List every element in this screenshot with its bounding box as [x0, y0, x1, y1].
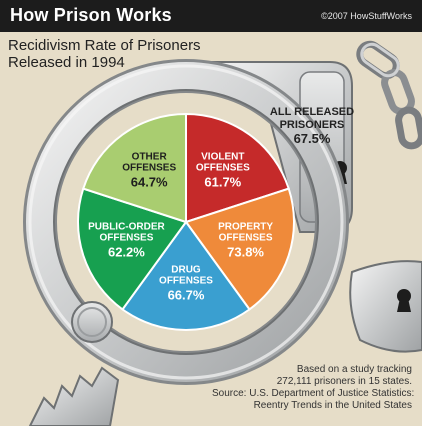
cuff-ring [23, 59, 349, 385]
slice-label: VIOLENT [201, 151, 244, 162]
pie-labels: VIOLENTOFFENSES61.7%PROPERTYOFFENSES73.8… [88, 151, 273, 302]
slice-label: OFFENSES [159, 276, 213, 287]
header-bar: How Prison Works ©2007 HowStuffWorks [0, 0, 422, 32]
chart-title: Recidivism Rate of Prisoners Released in… [8, 37, 248, 71]
slice-value-label: 62.2% [108, 244, 145, 259]
note-line-4: Reentry Trends in the United States [253, 400, 412, 411]
slice-label: OFFENSES [99, 232, 153, 243]
all-released-label: ALL RELEASED PRISONERS 67.5% [270, 106, 354, 146]
rivet-icon [71, 301, 113, 343]
pie-slice-property-offenses [184, 187, 295, 311]
note-line-2: 272,111 prisoners in 15 states. [276, 376, 412, 387]
all-released-line-2: PRISONERS [280, 119, 345, 131]
slice-label: PROPERTY [218, 221, 273, 232]
pie-chart [77, 112, 295, 331]
title-line-1: Recidivism Rate of Prisoners [8, 37, 201, 54]
slice-label: PUBLIC-ORDER [88, 221, 165, 232]
slice-label: OFFENSES [122, 162, 176, 173]
pie-slice-drug-offenses [121, 220, 251, 331]
slice-label: OTHER [132, 151, 168, 162]
pie-slice-public-order-offenses [77, 187, 188, 311]
note-line-1: Based on a study tracking [296, 364, 412, 375]
source-note: Based on a study tracking 272,111 prison… [212, 364, 415, 412]
brand-title: How Prison Works [10, 5, 172, 25]
note-line-3: Source: U.S. Department of Justice Stati… [212, 388, 415, 399]
all-released-value: 67.5% [294, 131, 331, 146]
slice-value-label: 66.7% [168, 288, 205, 303]
slice-value-label: 64.7% [131, 174, 168, 189]
slice-value-label: 61.7% [204, 174, 241, 189]
pie-slice-violent-offenses [185, 112, 290, 224]
copyright-text: ©2007 HowStuffWorks [321, 11, 412, 21]
chain-icon [356, 40, 422, 150]
pie-slice-other-offenses [82, 112, 187, 224]
title-line-2: Released in 1994 [8, 54, 125, 71]
slice-label: DRUG [171, 265, 201, 276]
slice-label: OFFENSES [219, 232, 273, 243]
ratchet-teeth [28, 366, 120, 426]
slice-value-label: 73.8% [227, 244, 264, 259]
second-cuff-fragment [349, 260, 422, 353]
all-released-line-1: ALL RELEASED [270, 106, 354, 118]
slice-label: OFFENSES [196, 162, 250, 173]
